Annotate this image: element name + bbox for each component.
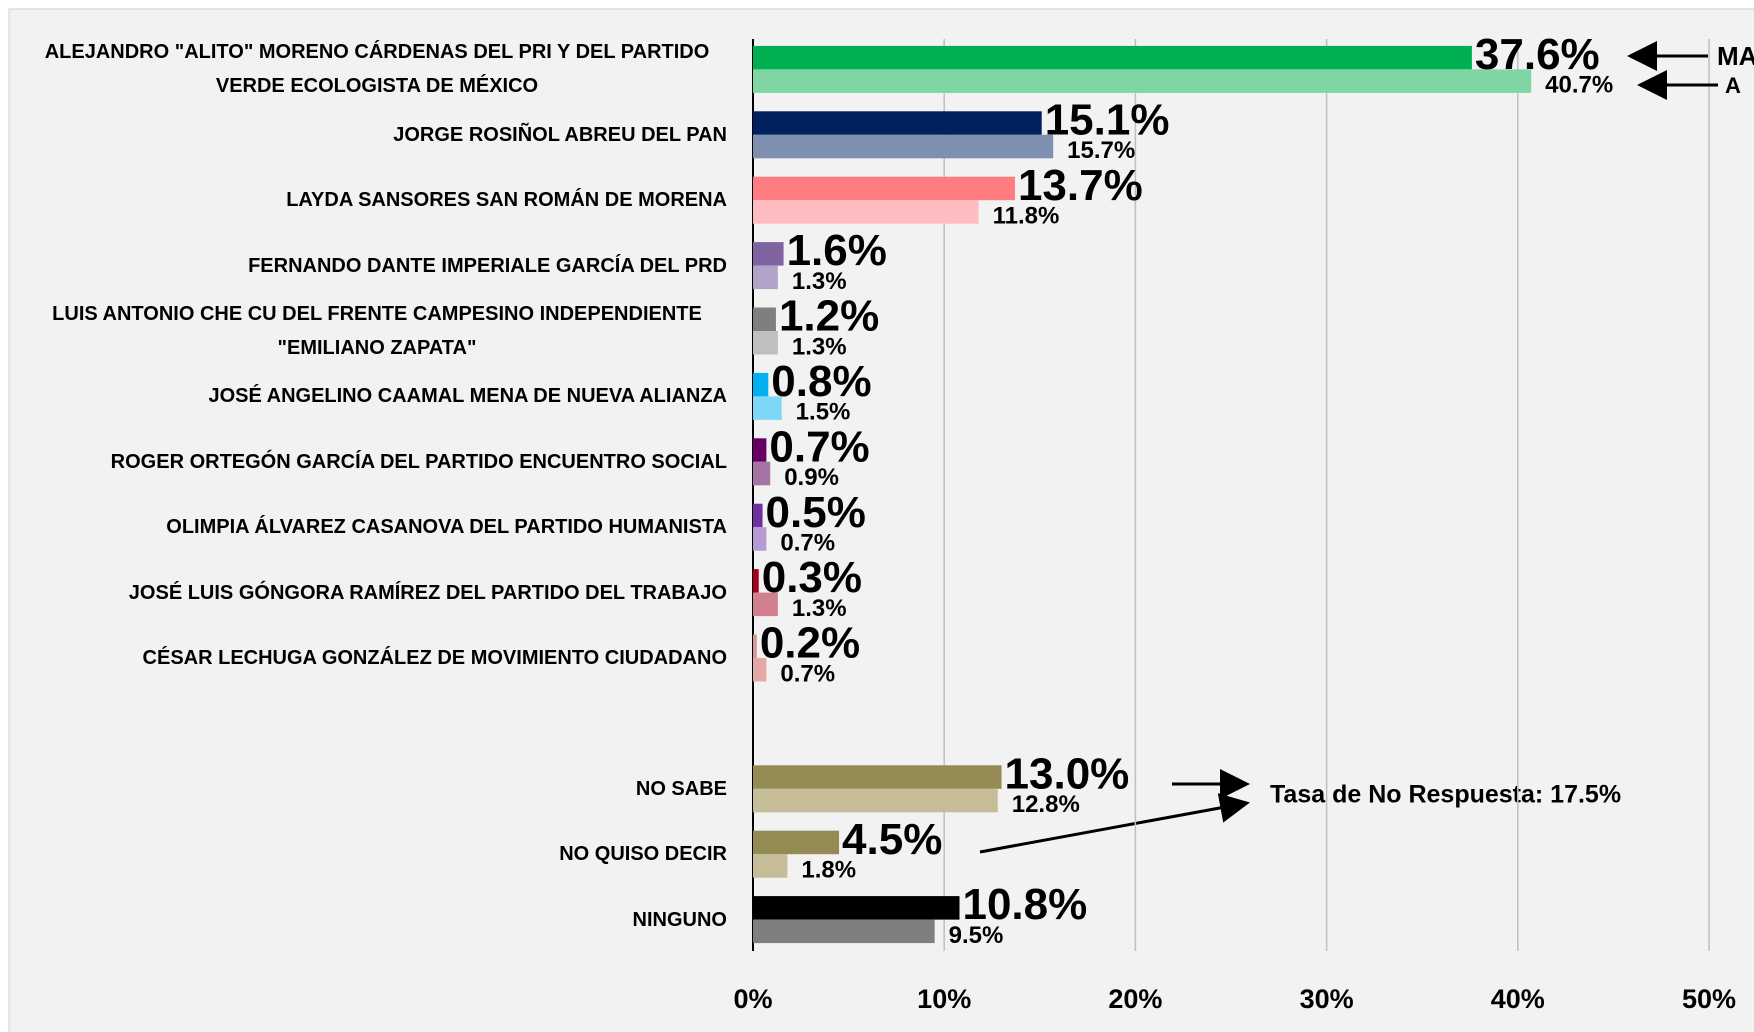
value-label: 1.8% [801,857,856,884]
bar [753,242,784,266]
y-tick-text: CÉSAR LECHUGA GONZÁLEZ DE MOVIMIENTO CIU… [142,647,727,669]
x-tick-label: 50% [1682,984,1736,1014]
y-tick-text: LAYDA SANSORES SAN ROMÁN DE MORENA [286,189,727,212]
value-label: 0.3% [762,553,862,602]
bar [753,788,998,813]
value-label: 11.8% [993,203,1060,230]
y-tick-label: OLIMPIA ÁLVAREZ CASANOVA DEL PARTIDO HUM… [27,510,727,544]
bar [753,331,778,355]
bar [753,854,788,878]
y-tick-label: JORGE ROSIÑOL ABREU DEL PAN [27,118,727,152]
y-tick-label: CÉSAR LECHUGA GONZÁLEZ DE MOVIMIENTO CIU… [27,641,727,675]
value-label: 10.8% [962,880,1087,929]
y-tick-label: LUIS ANTONIO CHE CU DEL FRENTE CAMPESINO… [27,297,727,365]
value-label: 0.7% [780,660,835,687]
bar [753,527,767,551]
y-tick-label: JOSÉ ANGELINO CAAMAL MENA DE NUEVA ALIAN… [27,379,727,413]
y-tick-text: JORGE ROSIÑOL ABREU DEL PAN [393,123,727,146]
x-tick-label: 20% [1108,984,1162,1014]
y-tick-label: NO QUISO DECIR [27,837,727,871]
y-tick-label: ROGER ORTEGÓN GARCÍA DEL PARTIDO ENCUENT… [27,445,727,479]
value-label: 0.2% [760,619,860,668]
bar [753,265,778,290]
y-tick-text: FERNANDO DANTE IMPERIALE GARCÍA DEL PRD [248,254,727,277]
bar [753,307,776,331]
bar [753,830,840,855]
bar [753,69,1532,93]
bar [753,896,960,920]
bar [753,919,935,944]
bar [753,200,979,224]
y-tick-label: NO SABE [27,772,727,806]
bar [753,461,771,486]
value-label: 13.0% [1005,749,1130,798]
value-label: 1.5% [796,399,851,426]
value-label: 0.7% [780,530,835,557]
bar [753,372,769,397]
bar [753,658,767,682]
bar [753,765,1002,789]
value-label: 0.9% [784,464,839,491]
y-tick-text: NO QUISO DECIR [559,843,727,866]
y-tick-text: JOSÉ LUIS GÓNGORA RAMÍREZ DEL PARTIDO DE… [128,581,727,604]
bar [753,45,1472,70]
x-tick-label: 30% [1300,984,1354,1014]
y-tick-text: NO SABE [635,777,727,800]
x-tick-label: 40% [1491,984,1545,1014]
bar [753,111,1042,135]
value-label: 4.5% [842,815,942,864]
bar [753,396,782,420]
value-label: 15.1% [1045,95,1170,144]
value-label: 0.8% [771,357,871,406]
value-label: 1.6% [787,226,887,275]
bar [753,176,1015,201]
legend-label: A [1725,73,1741,98]
value-label: 1.2% [779,292,879,341]
value-label: 1.3% [792,333,847,360]
value-label: 12.8% [1012,791,1080,818]
value-label: 0.5% [766,488,866,537]
y-tick-label: FERNANDO DANTE IMPERIALE GARCÍA DEL PRD [27,249,727,283]
y-tick-label: NINGUNO [27,903,727,937]
value-label: 1.3% [792,268,847,295]
bar [753,503,763,528]
y-tick-text: ROGER ORTEGÓN GARCÍA DEL PARTIDO ENCUENT… [110,450,727,473]
y-tick-label: JOSÉ LUIS GÓNGORA RAMÍREZ DEL PARTIDO DE… [27,576,727,610]
bar [753,592,778,617]
y-tick-label: ALEJANDRO "ALITO" MORENO CÁRDENAS DEL PR… [27,35,727,103]
x-tick-label: 10% [917,984,971,1014]
bar [753,634,757,658]
bar [753,134,1054,159]
legend-label: MA [1717,41,1754,71]
y-tick-text: JOSÉ ANGELINO CAAMAL MENA DE NUEVA ALIAN… [208,385,727,408]
value-label: 1.3% [792,595,847,622]
value-label: 0.7% [769,422,869,471]
value-label: 13.7% [1018,161,1143,210]
y-tick-text: ALEJANDRO "ALITO" MORENO CÁRDENAS DEL PR… [44,41,710,98]
y-tick-text: NINGUNO [632,908,727,931]
annotation: Tasa de No Respuesta: 17.5% [1270,781,1621,809]
y-tick-text: LUIS ANTONIO CHE CU DEL FRENTE CAMPESINO… [52,303,702,359]
arrow [979,793,1250,854]
y-tick-text: OLIMPIA ÁLVAREZ CASANOVA DEL PARTIDO HUM… [166,516,727,539]
value-label: 15.7% [1067,137,1135,164]
bar [753,438,767,462]
bar [753,569,759,593]
value-label: 40.7% [1545,72,1613,99]
y-tick-label: LAYDA SANSORES SAN ROMÁN DE MORENA [27,183,727,217]
x-tick-label: 0% [733,984,772,1014]
value-label: 9.5% [949,922,1004,949]
